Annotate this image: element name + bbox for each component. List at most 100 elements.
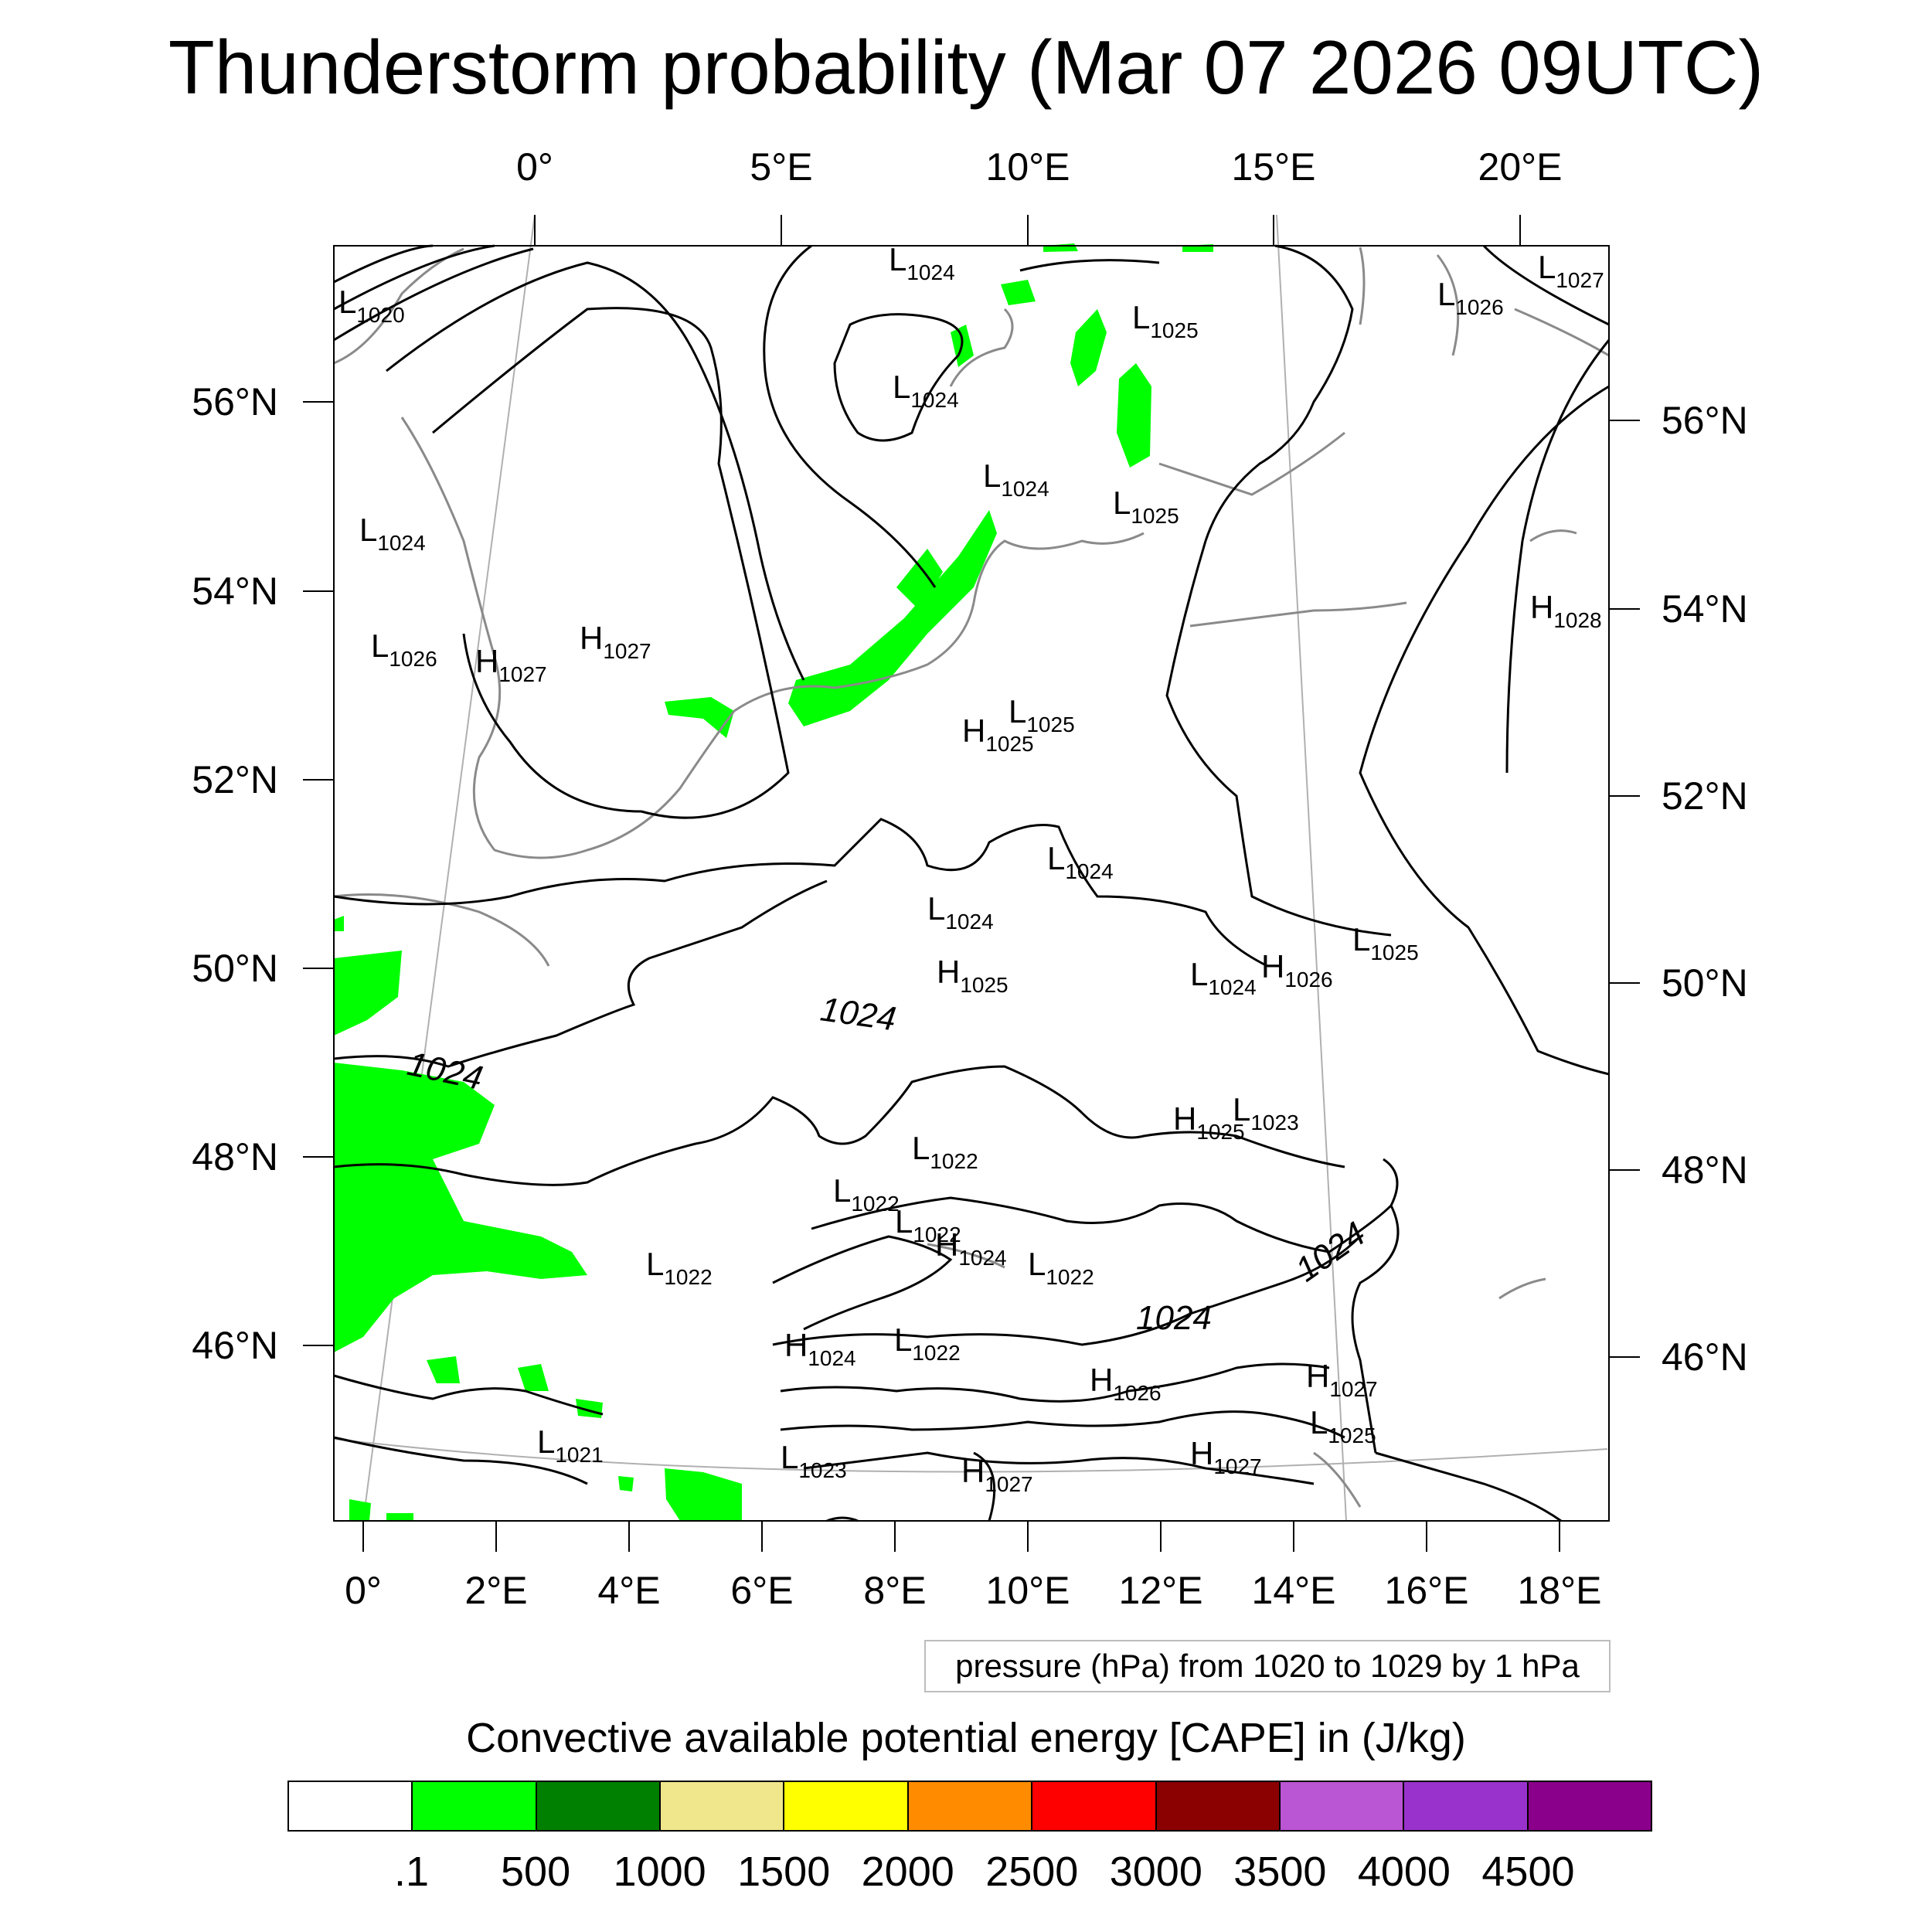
pressure-center-label: L1023 [781, 1439, 847, 1482]
colorbar [287, 1781, 1652, 1832]
right-lat-label: 54°N [1662, 587, 1748, 631]
colorbar-swatch [413, 1782, 537, 1830]
pressure-center-label: H1026 [1090, 1362, 1162, 1405]
pressure-center-label: L1024 [359, 512, 426, 555]
colorbar-label: 1500 [737, 1849, 831, 1895]
pressure-center-label: L1025 [1310, 1404, 1376, 1447]
colorbar-swatch [661, 1782, 785, 1830]
right-lat-label: 56°N [1662, 399, 1748, 442]
bottom-lon-label: 10°E [985, 1569, 1070, 1612]
colorbar-label: 500 [501, 1849, 571, 1895]
map-frame [333, 245, 1610, 1522]
colorbar-label: 2500 [985, 1849, 1079, 1895]
bottom-lon-label: 14°E [1251, 1569, 1336, 1612]
bottom-lon-label: 2°E [464, 1569, 528, 1612]
pressure-center-label: L1024 [1190, 956, 1257, 999]
pressure-center-label: L1024 [983, 457, 1049, 501]
bottom-lon-label: 16°E [1384, 1569, 1469, 1612]
pressure-center-label: H1027 [1306, 1358, 1378, 1401]
pressure-center-label: L1024 [927, 890, 994, 934]
pressure-center-label: L1022 [895, 1203, 961, 1247]
colorbar-label: 4500 [1481, 1849, 1575, 1895]
pressure-center-label: H1027 [961, 1453, 1033, 1496]
pressure-center-label: H1028 [1530, 589, 1602, 632]
left-lat-label: 50°N [192, 947, 278, 990]
isobar-label: 1024 [818, 990, 899, 1038]
bottom-lon-label: 8°E [863, 1569, 927, 1612]
colorbar-label: 3000 [1109, 1849, 1202, 1895]
pressure-center-label: L1026 [371, 628, 437, 671]
pressure-center-label: L1021 [537, 1423, 604, 1467]
cape-fields [334, 243, 1213, 1521]
pressure-center-label: H1025 [937, 954, 1009, 997]
tick-marks [303, 215, 1640, 1552]
top-lon-label: 10°E [985, 145, 1070, 189]
left-lat-label: 48°N [192, 1135, 278, 1179]
top-lon-label: 0° [516, 145, 553, 189]
top-lon-label: 5°E [750, 145, 813, 189]
pressure-center-label: L1022 [646, 1246, 713, 1289]
colorbar-label: 2000 [861, 1849, 954, 1895]
colorbar-label: 4000 [1357, 1849, 1451, 1895]
left-lat-label: 52°N [192, 758, 278, 801]
coastlines [333, 247, 1610, 1508]
right-lat-label: 52°N [1662, 774, 1748, 818]
colorbar-label: .1 [394, 1849, 430, 1895]
right-lat-label: 48°N [1662, 1148, 1748, 1192]
pressure-center-labels: L1020 L1024 L1025 L1026 L1027 L1024 L1024 L1025… [338, 241, 1604, 1496]
left-lat-label: 54°N [192, 570, 278, 613]
pressure-center-label: H1026 [1261, 948, 1333, 992]
bottom-lon-label: 4°E [597, 1569, 661, 1612]
left-lat-label: 46°N [192, 1324, 278, 1367]
colorbar-label: 3500 [1233, 1849, 1327, 1895]
pressure-center-label: L1024 [893, 369, 959, 412]
pressure-center-label: L1025 [1009, 693, 1075, 736]
pressure-center-label: H1024 [935, 1226, 1007, 1270]
colorbar-swatch [289, 1782, 413, 1830]
pressure-center-label: L1022 [1028, 1246, 1094, 1289]
top-lon-label: 15°E [1231, 145, 1316, 189]
isobar-labels: 1024 1024 1024 1024 [404, 990, 1372, 1337]
colorbar-swatch [1280, 1782, 1405, 1830]
colorbar-swatch [1404, 1782, 1529, 1830]
colorbar-swatch [1032, 1782, 1157, 1830]
isobar-label: 1024 [1136, 1299, 1212, 1337]
colorbar-swatch [536, 1782, 662, 1830]
colorbar-swatch [1156, 1782, 1281, 1830]
pressure-center-label: L1022 [833, 1172, 900, 1216]
top-lon-label: 20°E [1478, 145, 1563, 189]
colorbar-label: 1000 [613, 1849, 706, 1895]
contour-info-box: pressure (hPa) from 1020 to 1029 by 1 hP… [924, 1640, 1611, 1692]
pressure-center-label: L1023 [1233, 1091, 1299, 1134]
pressure-center-label: L1027 [1538, 249, 1604, 292]
right-lat-label: 46°N [1662, 1335, 1748, 1379]
pressure-center-label: H1027 [475, 643, 547, 686]
pressure-center-label: L1022 [912, 1130, 978, 1173]
pressure-center-label: L1025 [1352, 921, 1419, 964]
colorbar-swatch [908, 1782, 1033, 1830]
pressure-center-label: L1025 [1113, 485, 1179, 528]
bottom-lon-label: 12°E [1118, 1569, 1203, 1612]
pressure-center-label: H1027 [580, 620, 651, 663]
graticule [333, 214, 1608, 1522]
right-lat-label: 50°N [1662, 961, 1748, 1005]
pressure-center-label: L1024 [889, 241, 955, 284]
pressure-center-label: H1025 [1173, 1100, 1245, 1144]
pressure-center-label: H1024 [784, 1327, 856, 1370]
bottom-lon-label: 0° [345, 1569, 382, 1612]
colorbar-title: Convective available potential energy [C… [466, 1715, 1466, 1761]
pressure-center-label: H1027 [1190, 1435, 1262, 1478]
pressure-center-label: L1025 [1132, 299, 1199, 342]
left-lat-label: 56°N [192, 380, 278, 423]
pressure-center-label: L1022 [894, 1321, 961, 1365]
bottom-lon-label: 18°E [1517, 1569, 1602, 1612]
colorbar-swatch [784, 1782, 909, 1830]
pressure-center-label: L1026 [1437, 276, 1504, 319]
pressure-center-label: L1020 [338, 284, 405, 327]
pressure-center-label: L1024 [1047, 840, 1114, 883]
pressure-center-label: H1025 [962, 713, 1034, 756]
figure-title: Thunderstorm probability (Mar 07 2026 09… [168, 25, 1764, 110]
colorbar-swatch [1528, 1782, 1651, 1830]
